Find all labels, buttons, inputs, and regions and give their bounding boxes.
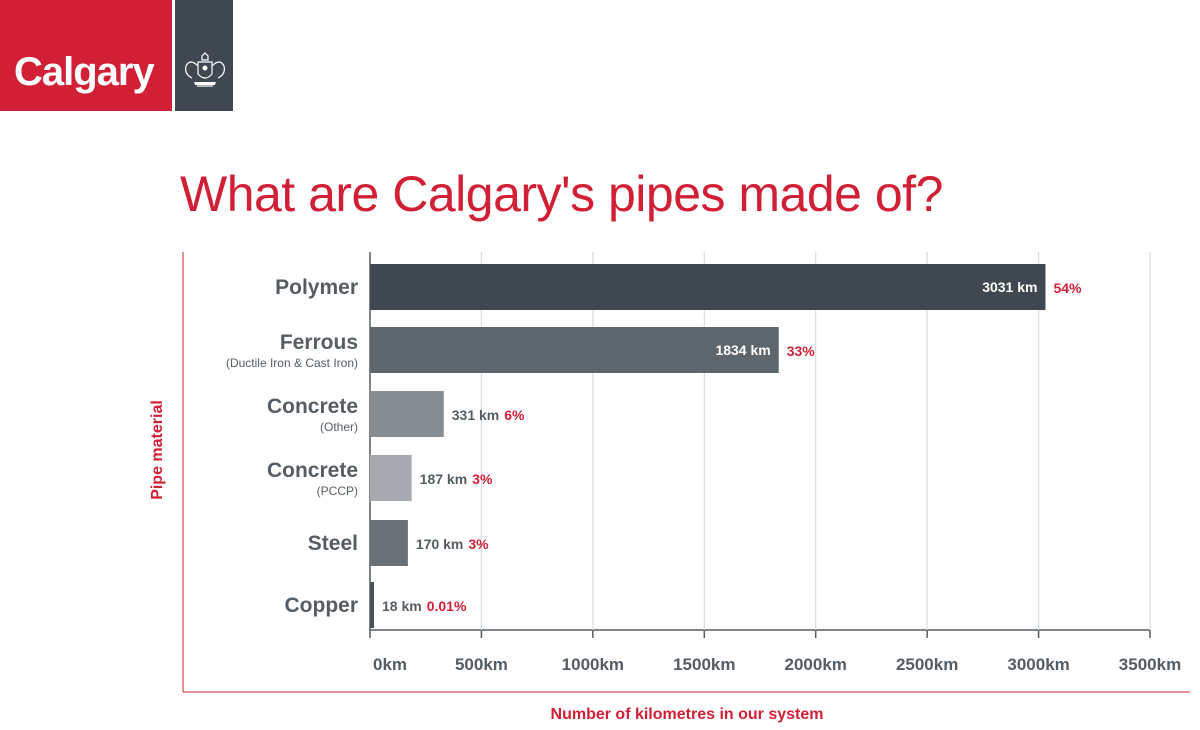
category-labels: Polymer Ferrous (Ductile Iron & Cast Iron)… xyxy=(226,276,358,617)
tick-label: 1500km xyxy=(673,655,735,674)
value-label: 1834 km xyxy=(715,342,770,358)
bar xyxy=(370,455,412,501)
value-label: 3031 km xyxy=(982,279,1037,295)
logo-text: Calgary xyxy=(14,50,155,94)
percent-label: 3% xyxy=(468,536,489,552)
category-label: Polymer xyxy=(275,276,358,299)
category-label: Ferrous xyxy=(280,331,358,354)
value-labels: 3031 km 54% 1834 km 33% 331 km 6% 187 km 3% 170 … xyxy=(382,279,1082,614)
logo-badge: Calgary xyxy=(0,0,172,111)
bar xyxy=(370,391,444,437)
chart-title: What are Calgary's pipes made of? xyxy=(180,166,943,222)
city-crest-icon xyxy=(185,52,225,87)
tick-label: 1000km xyxy=(562,655,624,674)
category-label: Copper xyxy=(285,594,359,617)
bar xyxy=(370,264,1046,310)
percent-label: 54% xyxy=(1053,280,1082,296)
percent-label: 6% xyxy=(504,407,525,423)
percent-label: 0.01% xyxy=(427,598,467,614)
category-label: Concrete xyxy=(267,395,358,418)
tick-label: 3500km xyxy=(1119,655,1181,674)
category-sublabel: (PCCP) xyxy=(317,484,358,498)
category-sublabel: (Other) xyxy=(320,420,358,434)
percent-label: 33% xyxy=(787,343,816,359)
value-label: 170 km xyxy=(416,536,463,552)
gridlines xyxy=(369,252,1151,638)
tick-label: 2000km xyxy=(785,655,847,674)
tick-label: 0km xyxy=(373,655,407,674)
value-label: 187 km xyxy=(420,471,467,487)
category-sublabel: (Ductile Iron & Cast Iron) xyxy=(226,356,358,370)
tick-label: 500km xyxy=(455,655,508,674)
bars xyxy=(370,264,1046,628)
bar xyxy=(370,520,408,566)
tick-label: 3000km xyxy=(1007,655,1069,674)
category-label: Concrete xyxy=(267,459,358,482)
percent-label: 3% xyxy=(472,471,493,487)
tick-labels: 0km 500km 1000km 1500km 2000km 2500km 3000km 35… xyxy=(373,655,1181,674)
tick-label: 2500km xyxy=(896,655,958,674)
x-axis-label: Number of kilometres in our system xyxy=(550,706,824,723)
category-label: Steel xyxy=(308,532,358,555)
chart-frame xyxy=(182,252,1190,693)
bar xyxy=(370,327,779,373)
crest-badge xyxy=(175,0,233,111)
value-label: 18 km xyxy=(382,598,422,614)
value-label: 331 km xyxy=(452,407,499,423)
bar xyxy=(370,582,375,628)
